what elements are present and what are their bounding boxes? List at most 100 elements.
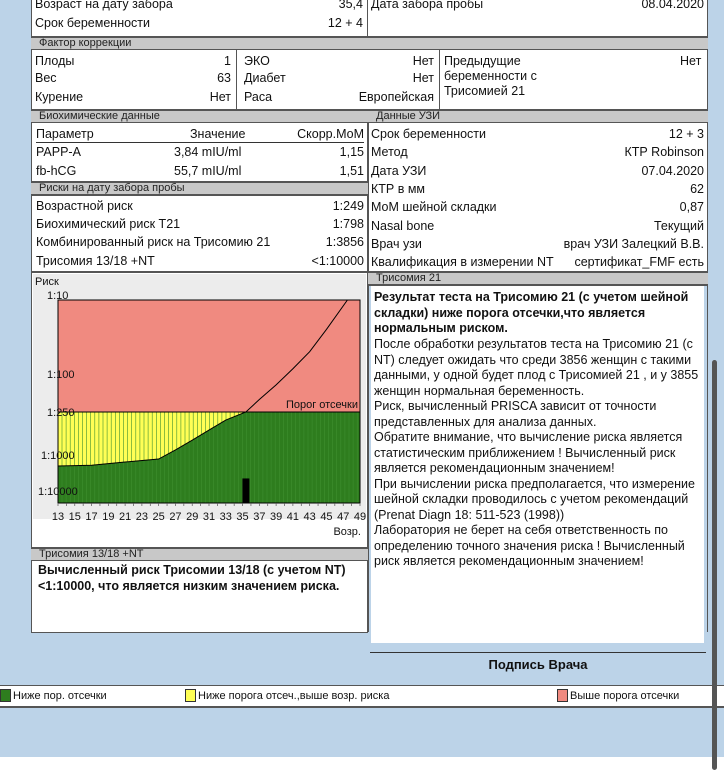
usi-value: сертификат_FMF есть — [574, 255, 704, 270]
y-tick-label: 1:10 — [47, 290, 68, 302]
risks-header: Риски на дату забора пробы — [31, 181, 368, 196]
x-tick-label: 21 — [119, 511, 131, 523]
value: 55,7 mIU/ml — [174, 164, 242, 178]
x-tick-label: 39 — [270, 511, 282, 523]
signature-label: Подпись Врача — [488, 657, 588, 672]
legend — [0, 685, 724, 708]
x-tick-label: 29 — [186, 511, 198, 523]
x-axis-label: Возр. — [333, 526, 361, 538]
usi-label: КТР в мм — [371, 181, 426, 196]
x-tick-label: 27 — [169, 511, 181, 523]
usi-value: врач УЗИ Залецкий В.В. — [563, 236, 704, 251]
value: 3,84 mIU/ml — [174, 145, 242, 159]
x-tick-label: 13 — [52, 511, 64, 523]
t21-explanation: После обработки результатов теста на Три… — [374, 337, 699, 568]
legend-label: Ниже пор. отсечки — [13, 689, 107, 702]
ga-value: 12 + 4 — [327, 16, 363, 30]
usi-label: МоМ шейной складки — [371, 200, 497, 215]
scrollbar[interactable] — [712, 360, 717, 770]
age-value: 35,4 — [338, 0, 363, 11]
t21-result: Результат теста на Трисомию 21 (с учетом… — [374, 290, 689, 335]
risk-label: Трисомия 13/18 +NT — [36, 254, 155, 268]
legend-below: Ниже пор. отсечки — [0, 689, 107, 702]
y-tick-label: 1:250 — [47, 407, 75, 419]
x-tick-label: 47 — [337, 511, 349, 523]
usi-value: КТР Robinson — [624, 145, 704, 160]
risk-chart: Риск 1:10 1:100 1:250 1:1000 1:10000 Порог отс… — [33, 274, 366, 538]
x-tick-label: 17 — [85, 511, 97, 523]
x-tick-label: 43 — [304, 511, 316, 523]
diabetes-value: Нет — [412, 71, 434, 85]
correction-panel — [31, 49, 708, 110]
x-tick-label: 25 — [153, 511, 165, 523]
above-threshold-area — [58, 300, 360, 412]
x-tick-label: 19 — [102, 511, 114, 523]
x-tick-label: 15 — [69, 511, 81, 523]
table-row: fb-hCG 55,7 mIU/ml 1,51 — [36, 164, 364, 180]
usi-label: Метод — [371, 145, 408, 160]
signature-line — [370, 652, 706, 653]
sample-date-label: Дата забора пробы — [371, 0, 484, 11]
x-tick-label: 41 — [287, 511, 299, 523]
below-threshold-area — [58, 412, 360, 503]
race-value: Европейская — [358, 90, 434, 104]
y-tick-label: 1:10000 — [38, 486, 78, 498]
sample-date-value: 08.04.2020 — [641, 0, 704, 11]
age-label: Возраст на дату забора — [35, 0, 173, 11]
y-axis-label: Риск — [35, 276, 59, 288]
legend-label: Ниже порога отсеч.,выше возр. риска — [198, 689, 390, 702]
usi-row: Врач узи врач УЗИ Залецкий В.В. — [371, 237, 704, 251]
usi-row: Квалификация в измерении NT сертификат_FM… — [371, 255, 704, 269]
x-tick-label: 49 — [354, 511, 366, 523]
t1318-header: Трисомия 13/18 +NT — [31, 547, 368, 562]
ivf-label: ЭКО — [244, 54, 270, 68]
usi-value: 0,87 — [679, 200, 704, 215]
mom: 1,51 — [339, 164, 364, 178]
y-tick-label: 1:1000 — [41, 450, 75, 462]
risk-value: <1:10000 — [311, 254, 364, 268]
usi-row: МоМ шейной складки 0,87 — [371, 200, 704, 214]
usi-label: Срок беременности — [371, 127, 487, 141]
ga-label: Срок беременности — [35, 16, 151, 30]
prev-t21-label: Предыдущие беременности с Трисомией 21 — [444, 54, 537, 98]
usi-label: Дата УЗИ — [371, 163, 427, 178]
ivf-value: Нет — [412, 54, 434, 68]
risk-value: 1:3856 — [325, 235, 364, 249]
col-value: Значение — [190, 127, 246, 141]
x-tick-label: 33 — [220, 511, 232, 523]
mom: 1,15 — [339, 145, 364, 159]
x-tick-label: 23 — [136, 511, 148, 523]
diabetes-label: Диабет — [244, 71, 286, 85]
legend-label: Выше порога отсечки — [570, 689, 680, 702]
fetuses-label: Плоды — [35, 54, 75, 68]
x-tick-label: 31 — [203, 511, 215, 523]
usi-row: Срок беременности 12 + 3 — [371, 127, 704, 141]
green-swatch — [0, 689, 11, 702]
risk-value: 1:249 — [332, 199, 364, 213]
usi-row: Дата УЗИ 07.04.2020 — [371, 164, 704, 178]
t21-panel — [371, 286, 704, 643]
param: fb-hCG — [36, 164, 77, 178]
usi-value: 12 + 3 — [668, 127, 704, 141]
usi-value: 07.04.2020 — [641, 163, 704, 178]
t1318-result: Вычисленный риск Трисомии 13/18 (с учето… — [38, 563, 346, 593]
risk-label: Комбинированный риск на Трисомию 21 — [36, 235, 271, 249]
yellow-swatch — [185, 689, 196, 702]
biochem-header-row: Параметр Значение Скорр.МоМ — [36, 127, 364, 143]
risk-label: Биохимический риск T21 — [36, 217, 181, 231]
usi-row: Nasal bone Текущий — [371, 219, 704, 233]
x-tick-label: 35 — [236, 511, 248, 523]
fetuses-value: 1 — [224, 54, 231, 68]
header-info — [31, 0, 708, 37]
weight-value: 63 — [217, 71, 231, 85]
usi-row: КТР в мм 62 — [371, 182, 704, 196]
threshold-label: Порог отсечки — [286, 399, 358, 411]
age-risk-curve — [57, 299, 348, 467]
t21-header: Трисомия 21 — [368, 271, 708, 286]
risks-panel — [31, 195, 368, 272]
smoking-value: Нет — [209, 90, 231, 104]
param: PAPP-A — [36, 145, 81, 159]
race-label: Раса — [244, 90, 273, 104]
weight-label: Вес — [35, 71, 57, 85]
legend-above: Выше порога отсечки — [557, 689, 679, 702]
